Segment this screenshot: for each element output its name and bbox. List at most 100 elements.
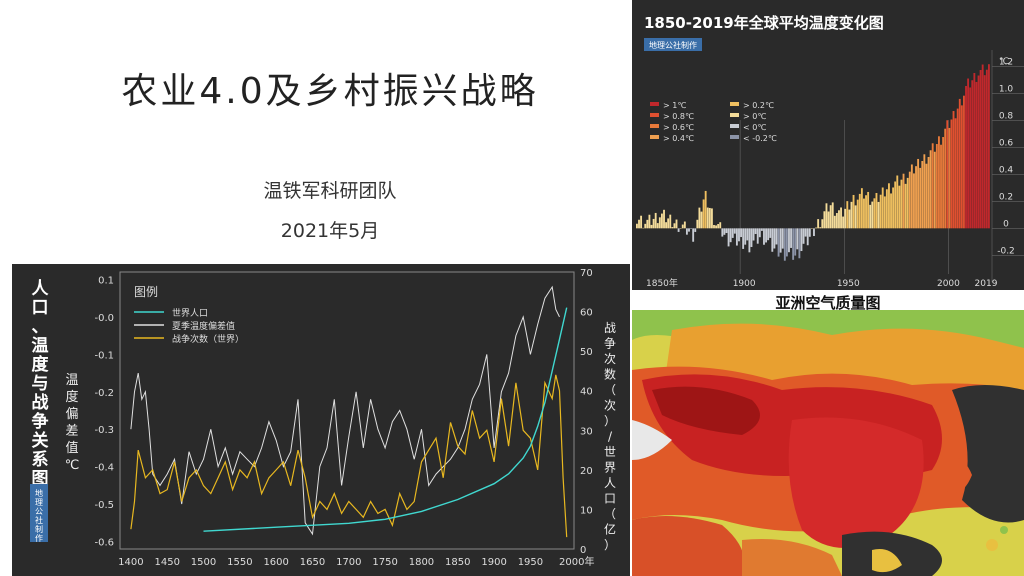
- temperature-bar: [965, 85, 967, 229]
- side-title-char: 人: [32, 279, 50, 299]
- temperature-bar: [640, 215, 643, 229]
- temperature-bar: [888, 183, 890, 229]
- temperature-bar: [985, 69, 988, 229]
- world-population-line: [203, 307, 568, 532]
- asia-air-quality-map: [632, 310, 1024, 576]
- temperature-bar: [856, 199, 859, 229]
- legend-label: > 0.4℃: [663, 134, 694, 143]
- temperature-bar: [819, 227, 822, 229]
- right-tick-label: 70: [580, 268, 593, 279]
- temperature-bar: [654, 212, 657, 229]
- temperature-bar: [673, 223, 676, 229]
- temperature-bar: [698, 207, 701, 229]
- temperature-bar: [771, 228, 774, 252]
- chart-b-title: 1850-2019年全球平均温度变化图: [644, 14, 884, 32]
- left-tick-label: 0.1: [98, 275, 114, 286]
- legend-label: < 0℃: [743, 123, 766, 132]
- temperature-bar: [652, 218, 655, 229]
- temperature-bar: [954, 118, 957, 229]
- legend-swatch: [650, 113, 659, 117]
- temperature-bar: [950, 119, 953, 229]
- temperature-bar: [752, 228, 755, 241]
- temperature-bar: [923, 154, 926, 229]
- left-axis-label-char: 差: [65, 424, 78, 439]
- legend-swatch: [650, 135, 659, 139]
- temperature-bar: [744, 228, 747, 245]
- temperature-bar: [790, 228, 792, 248]
- left-tick-label: -0.4: [94, 463, 114, 474]
- temperature-bar: [715, 225, 718, 229]
- y-tick-label: 0.8: [999, 112, 1014, 122]
- temperature-bar: [877, 201, 880, 229]
- temperature-bar: [696, 219, 699, 229]
- temperature-bar: [798, 228, 801, 259]
- temperature-bar: [921, 161, 924, 229]
- temperature-bar: [904, 183, 907, 229]
- temperature-bar: [800, 228, 803, 252]
- x-tick-label: 1500: [191, 557, 216, 568]
- temperature-bar: [775, 228, 778, 245]
- temperature-bar: [665, 222, 668, 229]
- temperature-bar: [692, 228, 695, 242]
- temperature-bar: [979, 70, 982, 229]
- temperature-bar: [894, 181, 897, 229]
- temperature-bar: [915, 166, 917, 229]
- badge-char: 公: [35, 507, 43, 516]
- temperature-bar: [810, 228, 813, 229]
- temperature-bar: [835, 213, 838, 229]
- x-tick-label: 2000年: [559, 555, 594, 568]
- temperature-bar: [783, 228, 786, 261]
- temperature-bar: [729, 228, 732, 243]
- temperature-bar: [858, 193, 861, 229]
- temperature-bar: [913, 173, 915, 229]
- temperature-bar: [675, 219, 678, 229]
- temperature-bar: [708, 207, 711, 229]
- x-tick-label: 1900: [733, 279, 756, 289]
- right-axis-label-char: 人: [604, 476, 616, 490]
- temperature-bar: [885, 189, 888, 229]
- x-tick-label: 1950: [518, 557, 543, 568]
- temperature-bar: [808, 228, 811, 237]
- temperature-bar: [869, 204, 872, 229]
- temperature-bar: [946, 120, 949, 229]
- temperature-bar: [938, 136, 940, 229]
- left-axis-label-char: 偏: [65, 407, 78, 422]
- chart-b-badge-box: [644, 38, 702, 51]
- temperature-bar: [667, 218, 670, 229]
- temperature-bar: [933, 151, 936, 229]
- temperature-bar: [671, 227, 674, 229]
- x-tick-label: 1750: [372, 557, 397, 568]
- temperature-bar: [848, 209, 851, 229]
- temperature-bar: [777, 228, 780, 257]
- right-axis-label-char: 界: [604, 461, 616, 475]
- x-tick-label: 1850: [445, 557, 470, 568]
- temperature-bar: [642, 227, 645, 229]
- side-title-char: 争: [32, 411, 49, 432]
- temperature-bar: [906, 177, 909, 229]
- left-tick-label: -0.5: [94, 500, 114, 511]
- temperature-bar: [685, 228, 688, 235]
- temperature-bar: [981, 64, 984, 229]
- legend-swatch: [730, 102, 739, 106]
- slide-title: 农业4.0及乡村振兴战略: [121, 71, 539, 112]
- temperature-bar: [806, 228, 809, 246]
- legend-swatch: [730, 135, 739, 139]
- temperature-bar: [769, 228, 772, 238]
- temperature-bar: [704, 190, 707, 229]
- temperature-bar: [975, 81, 978, 229]
- temperature-bar: [656, 223, 659, 229]
- temperature-bar: [860, 188, 863, 229]
- x-tick-label: 2019: [975, 279, 998, 289]
- temperature-bar: [817, 219, 820, 229]
- temperature-bar: [650, 224, 653, 229]
- temperature-bar: [831, 202, 834, 229]
- temperature-bar: [746, 228, 749, 241]
- temperature-bar: [958, 98, 961, 229]
- y-tick-label: -0.2: [997, 246, 1015, 256]
- temperature-bar: [754, 228, 757, 235]
- temperature-bar: [867, 191, 870, 229]
- temperature-bar: [721, 228, 724, 237]
- temperature-bar: [935, 144, 938, 229]
- temperature-bar: [669, 214, 672, 229]
